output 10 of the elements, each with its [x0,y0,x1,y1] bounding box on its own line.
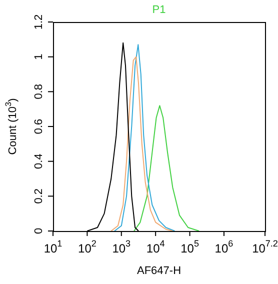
chart-title: P1 [152,4,166,16]
y-tick-label: 0.4 [33,154,46,169]
y-tick-label: 0.8 [33,84,46,100]
y-tick-label: 0 [33,228,46,234]
x-axis-title: AF647-H [136,265,182,278]
y-tick-label: 1 [33,54,46,60]
y-tick-label: 0.6 [33,118,46,134]
y-tick-label: 1.2 [33,14,46,30]
y-tick-label: 0.2 [33,188,46,204]
y-axis-title: Count (103) [4,98,20,155]
